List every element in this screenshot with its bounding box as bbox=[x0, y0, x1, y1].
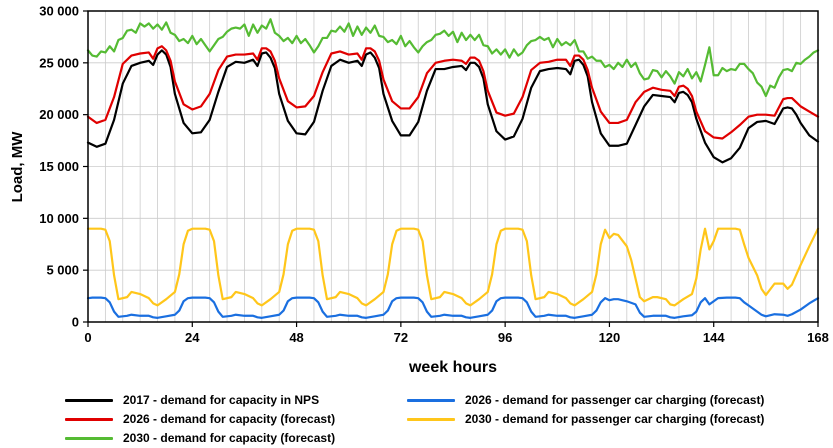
series-line-4 bbox=[86, 227, 820, 307]
x-tick-label: 144 bbox=[703, 330, 725, 345]
y-tick-label: 30 000 bbox=[39, 4, 79, 19]
y-tick-label: 20 000 bbox=[39, 107, 79, 122]
x-tick-label: 72 bbox=[394, 330, 408, 345]
series-line-0 bbox=[86, 49, 820, 164]
series-line-2 bbox=[86, 18, 820, 98]
x-tick-label: 48 bbox=[289, 330, 303, 345]
grid bbox=[88, 11, 818, 322]
series-lines bbox=[86, 18, 820, 319]
y-tick-label: 0 bbox=[72, 315, 79, 330]
x-tick-label: 24 bbox=[185, 330, 200, 345]
y-axis-title: Load, MW bbox=[9, 131, 26, 203]
y-tick-label: 10 000 bbox=[39, 211, 79, 226]
axis-ticks: 0 24 48 72 96 120 144 168 0 5 000 10 000 15 000 20 0… bbox=[39, 4, 829, 346]
x-tick-label: 168 bbox=[807, 330, 829, 345]
y-tick-label: 25 000 bbox=[39, 55, 79, 70]
x-tick-label: 0 bbox=[84, 330, 91, 345]
x-axis-title: week hours bbox=[408, 359, 497, 376]
series-line-1 bbox=[86, 45, 820, 140]
series-line-3 bbox=[86, 296, 820, 319]
x-tick-label: 96 bbox=[498, 330, 512, 345]
y-tick-label: 5 000 bbox=[46, 263, 79, 278]
y-tick-label: 15 000 bbox=[39, 159, 79, 174]
x-tick-label: 120 bbox=[599, 330, 621, 345]
